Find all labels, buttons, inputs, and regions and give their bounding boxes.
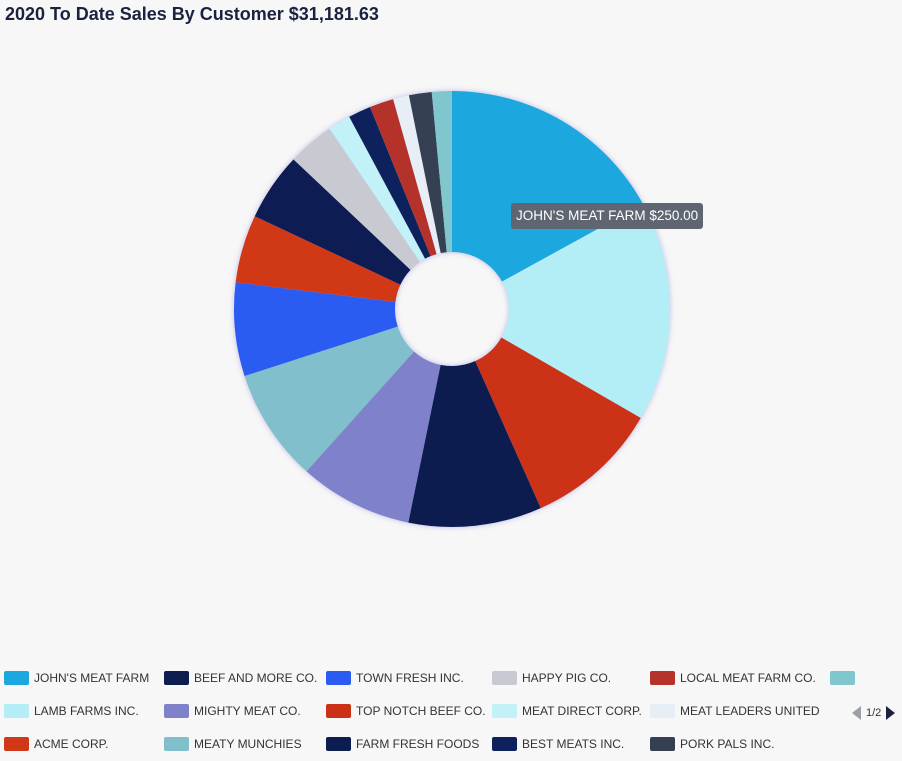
slice-tooltip: JOHN'S MEAT FARM $250.00 <box>511 203 704 229</box>
donut-slice[interactable] <box>408 91 447 254</box>
donut-slice[interactable] <box>370 99 437 257</box>
legend-swatch <box>326 671 351 685</box>
legend-swatch <box>164 737 189 751</box>
legend-item[interactable]: JOHN'S MEAT FARM <box>4 670 149 686</box>
legend-swatch <box>492 704 517 718</box>
chart-title: 2020 To Date Sales By Customer $31,181.6… <box>5 4 379 24</box>
legend-label: FARM FRESH FOODS <box>356 737 480 751</box>
legend-label: HAPPY PIG CO. <box>522 671 612 685</box>
donut-chart <box>234 91 670 527</box>
legend-swatch <box>650 671 675 685</box>
donut-slice[interactable] <box>329 116 426 262</box>
donut-slice[interactable] <box>234 282 398 376</box>
legend-swatch <box>326 737 351 751</box>
legend-label: JOHN'S MEAT FARM <box>34 671 150 685</box>
legend-item[interactable]: HAPPY PIG CO. <box>492 670 611 686</box>
legend-swatch <box>650 704 675 718</box>
donut-slice[interactable] <box>235 216 401 303</box>
pager-page-indicator: 1/2 <box>866 707 882 719</box>
donut-slice[interactable] <box>501 204 670 418</box>
legend-swatch <box>164 671 189 685</box>
legend-swatch <box>492 737 517 751</box>
legend-item[interactable]: BEST MEATS INC. <box>492 736 624 752</box>
donut-slice[interactable] <box>293 128 420 270</box>
legend-swatch <box>4 704 29 718</box>
donut-slice[interactable] <box>408 361 541 527</box>
legend-swatch <box>650 737 675 751</box>
legend-item[interactable]: TOWN FRESH INC. <box>326 670 464 686</box>
legend-item[interactable]: LOCAL MEAT FARM CO. <box>650 670 816 686</box>
donut-slice[interactable] <box>452 91 644 282</box>
legend-label: TOP NOTCH BEEF CO. <box>356 704 486 718</box>
legend-item[interactable]: FARM FRESH FOODS <box>326 736 479 752</box>
legend-label: BEST MEATS INC. <box>522 737 625 751</box>
legend-swatch <box>830 671 855 685</box>
legend-item[interactable]: ACME CORP. <box>4 736 108 752</box>
donut-slice[interactable] <box>254 159 411 285</box>
legend-item[interactable]: MEATY MUNCHIES <box>164 736 302 752</box>
legend-label: MEAT LEADERS UNITED <box>680 704 820 718</box>
legend-item[interactable]: LAMB FARMS INC. <box>4 703 139 719</box>
legend-pager: 1/2 <box>852 706 896 720</box>
legend-item[interactable]: BEEF AND MORE CO. <box>164 670 317 686</box>
donut-slice[interactable] <box>349 106 431 259</box>
legend-label: MEAT DIRECT CORP. <box>522 704 642 718</box>
legend-item[interactable]: MEAT DIRECT CORP. <box>492 703 642 719</box>
legend-swatch <box>492 671 517 685</box>
donut-slices <box>234 91 670 527</box>
legend-item[interactable] <box>830 670 860 686</box>
legend-swatch <box>164 704 189 718</box>
donut-slice[interactable] <box>244 326 414 472</box>
donut-slice[interactable] <box>431 91 452 253</box>
chart-legend: JOHN'S MEAT FARM BEEF AND MORE CO. TOWN FR… <box>4 670 855 758</box>
legend-item[interactable]: MIGHTY MEAT CO. <box>164 703 301 719</box>
legend-label: MEATY MUNCHIES <box>194 737 302 751</box>
legend-label: ACME CORP. <box>34 737 109 751</box>
pager-next-icon[interactable] <box>886 706 896 720</box>
donut-slice[interactable] <box>306 351 441 523</box>
legend-label: LOCAL MEAT FARM CO. <box>680 671 816 685</box>
pager-prev-icon[interactable] <box>852 706 861 720</box>
legend-swatch <box>4 671 29 685</box>
legend-item[interactable]: PORK PALS INC. <box>650 736 774 752</box>
legend-swatch <box>326 704 351 718</box>
legend-item[interactable]: MEAT LEADERS UNITED <box>650 703 820 719</box>
donut-slice[interactable] <box>393 95 441 255</box>
legend-label: LAMB FARMS INC. <box>34 704 139 718</box>
legend-label: BEEF AND MORE CO. <box>194 671 318 685</box>
legend-swatch <box>4 737 29 751</box>
legend-label: PORK PALS INC. <box>680 737 775 751</box>
legend-label: MIGHTY MEAT CO. <box>194 704 301 718</box>
legend-item[interactable]: TOP NOTCH BEEF CO. <box>326 703 486 719</box>
legend-label: TOWN FRESH INC. <box>356 671 464 685</box>
donut-slice[interactable] <box>475 337 641 509</box>
